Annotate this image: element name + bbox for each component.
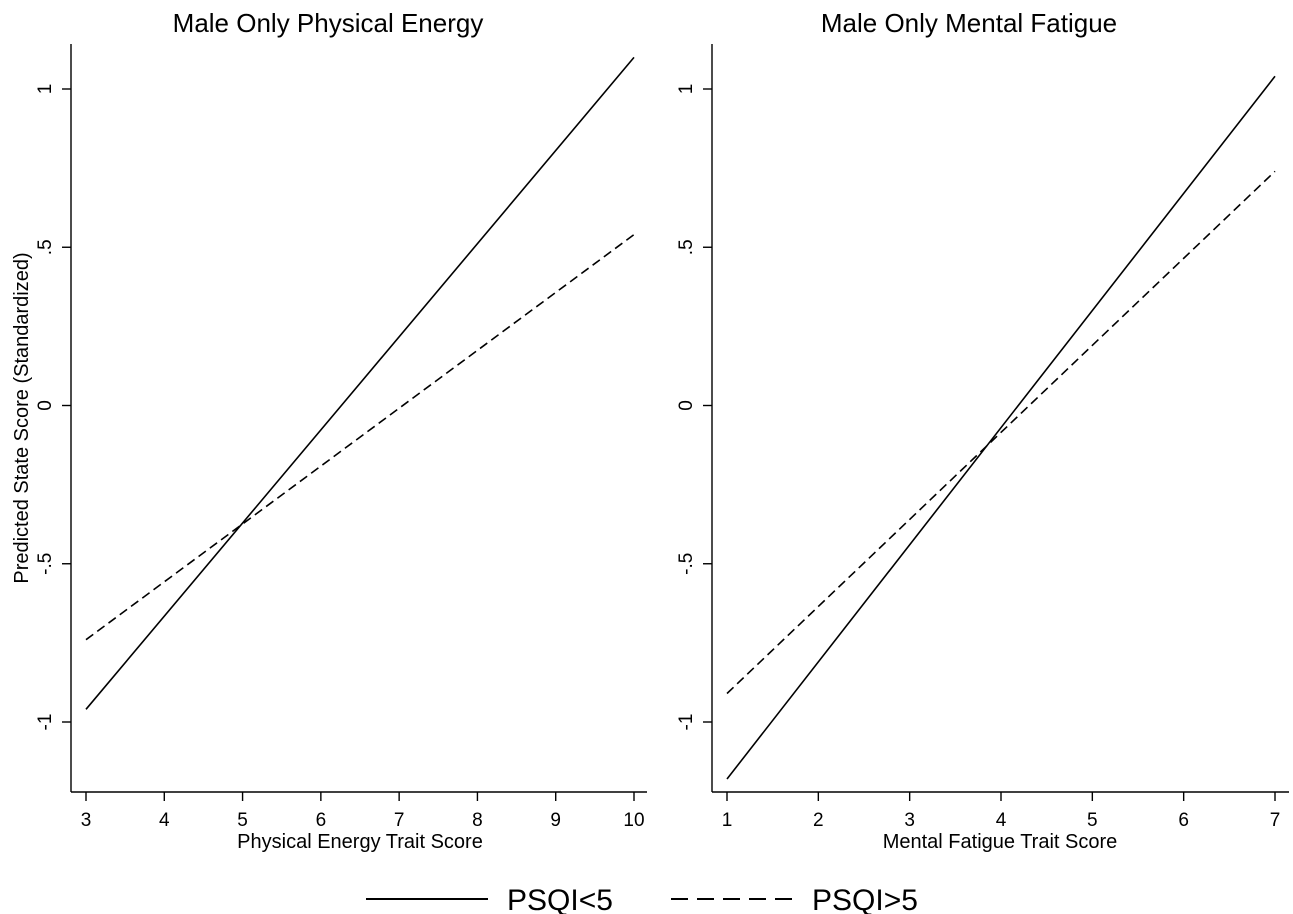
x-tick-label: 6 (316, 810, 327, 831)
panel-physical-energy: Male Only Physical Energy Predicted Stat… (11, 8, 647, 853)
x-tick-label: 4 (159, 810, 170, 831)
y-tick-label: -.5 (35, 553, 56, 575)
y-tick-label: 1 (35, 84, 56, 95)
x-tick-label: 5 (1087, 810, 1098, 831)
tick-group: 3 4 5 6 7 8 9 10 -1 -.5 0 .5 1 (35, 84, 645, 831)
y-axis-title: Predicted State Score (Standardized) (11, 252, 33, 583)
x-tick-label: 5 (237, 810, 248, 831)
legend-label: PSQI<5 (507, 884, 613, 914)
y-tick-label: -1 (35, 714, 56, 731)
x-tick-label: 3 (904, 810, 915, 831)
panel-mental-fatigue: Male Only Mental Fatigue Mental Fatigue … (676, 8, 1289, 853)
x-tick-label: 7 (1270, 810, 1281, 831)
x-tick-label: 8 (472, 810, 483, 831)
y-tick-label: -.5 (676, 553, 697, 575)
x-tick-label: 10 (623, 810, 644, 831)
y-tick-label: .5 (676, 239, 697, 255)
series-group (726, 75, 1276, 780)
y-tick-label: -1 (676, 714, 697, 731)
y-tick-label: 0 (35, 400, 56, 411)
x-tick-label: 3 (81, 810, 92, 831)
series-line-psqi-lt-5 (726, 75, 1276, 780)
x-tick-label: 4 (996, 810, 1007, 831)
y-tick-label: 0 (676, 400, 697, 411)
x-tick-label: 7 (394, 810, 405, 831)
panel-title: Male Only Physical Energy (173, 8, 484, 38)
legend-label: PSQI>5 (812, 884, 918, 914)
y-tick-label: .5 (35, 239, 56, 255)
x-tick-label: 6 (1178, 810, 1189, 831)
x-axis-title: Mental Fatigue Trait Score (883, 831, 1118, 853)
y-tick-label: 1 (676, 84, 697, 95)
x-tick-label: 1 (722, 810, 733, 831)
series-group (85, 56, 635, 710)
tick-group: 1 2 3 4 5 6 7 -1 -.5 0 .5 1 (676, 84, 1280, 831)
series-line-psqi-gt-5 (726, 170, 1276, 695)
x-tick-label: 2 (813, 810, 824, 831)
series-line-psqi-gt-5 (85, 233, 635, 641)
legend: PSQI<5 PSQI>5 (366, 884, 918, 914)
x-tick-label: 9 (550, 810, 561, 831)
x-axis-title: Physical Energy Trait Score (237, 831, 483, 853)
series-line-psqi-lt-5 (85, 56, 635, 710)
panel-title: Male Only Mental Fatigue (821, 8, 1117, 38)
